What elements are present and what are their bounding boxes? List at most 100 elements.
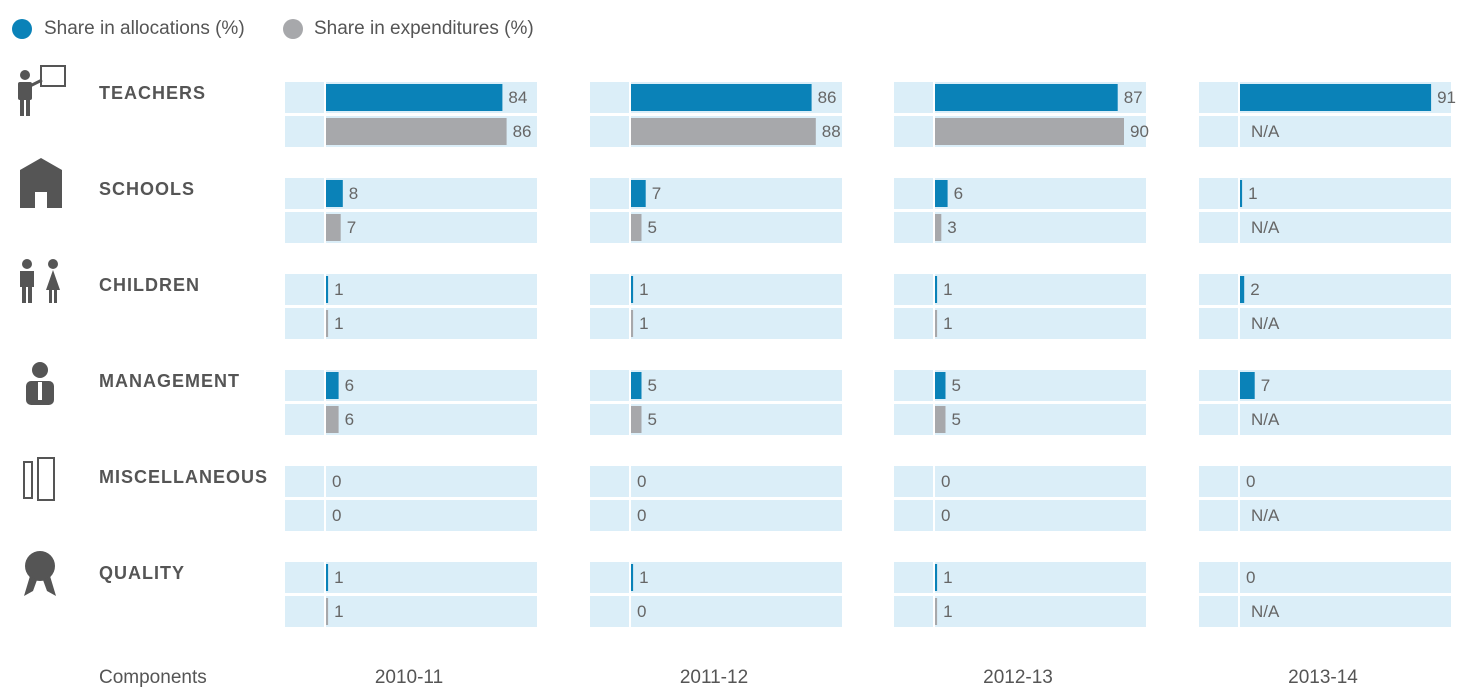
legend-swatch — [283, 19, 303, 39]
missing-label: N/A — [1251, 410, 1280, 429]
row-background — [590, 562, 842, 593]
category-label: QUALITY — [99, 563, 185, 583]
value-label: 0 — [637, 472, 646, 491]
missing-label: N/A — [1251, 122, 1280, 141]
icon-management — [26, 362, 54, 405]
row-background — [1199, 370, 1451, 401]
row-background — [894, 212, 1146, 243]
missing-label: N/A — [1251, 314, 1280, 333]
bar — [935, 372, 946, 399]
value-label: 0 — [332, 472, 341, 491]
row-background — [1199, 596, 1451, 627]
value-label: 0 — [637, 506, 646, 525]
value-label: 84 — [508, 88, 527, 107]
value-label: 88 — [822, 122, 841, 141]
row-background — [285, 274, 537, 305]
category-label: CHILDREN — [99, 275, 200, 295]
row-background — [590, 466, 842, 497]
legend-swatch — [12, 19, 32, 39]
value-label: 1 — [639, 568, 648, 587]
row-background — [285, 596, 537, 627]
row-background — [285, 404, 537, 435]
row-background — [590, 308, 842, 339]
row-background — [285, 466, 537, 497]
row-background — [894, 370, 1146, 401]
row-background — [894, 274, 1146, 305]
row-background — [1199, 308, 1451, 339]
category-label: TEACHERS — [99, 83, 206, 103]
bar — [631, 372, 642, 399]
bar — [631, 84, 812, 111]
row-background — [590, 274, 842, 305]
row-background — [1199, 562, 1451, 593]
value-label: 5 — [952, 376, 961, 395]
value-label: 0 — [941, 472, 950, 491]
value-label: 1 — [639, 314, 648, 333]
bar — [935, 180, 948, 207]
bar — [326, 118, 507, 145]
row-background — [285, 178, 537, 209]
value-label: 0 — [1246, 568, 1255, 587]
bar — [935, 310, 938, 337]
row-background — [894, 178, 1146, 209]
bar — [631, 214, 642, 241]
bar — [326, 84, 503, 111]
missing-label: N/A — [1251, 602, 1280, 621]
value-label: 1 — [334, 602, 343, 621]
value-label: 1 — [334, 280, 343, 299]
value-label: 0 — [1246, 472, 1255, 491]
row-background — [894, 404, 1146, 435]
value-label: 1 — [1248, 184, 1257, 203]
row-background — [285, 212, 537, 243]
category-label: MANAGEMENT — [99, 371, 240, 391]
value-label: 5 — [648, 376, 657, 395]
value-label: 91 — [1437, 88, 1456, 107]
value-label: 86 — [818, 88, 837, 107]
bar — [631, 180, 646, 207]
row-background — [1199, 500, 1451, 531]
row-background — [1199, 212, 1451, 243]
row-background — [285, 308, 537, 339]
bar — [935, 276, 938, 303]
icon-quality — [24, 551, 56, 596]
bar — [631, 310, 634, 337]
row-background — [894, 562, 1146, 593]
bar — [935, 118, 1124, 145]
row-background — [590, 212, 842, 243]
row-background — [590, 404, 842, 435]
value-label: 1 — [943, 568, 952, 587]
row-background — [894, 466, 1146, 497]
bar — [326, 564, 329, 591]
panel-title: 2010-11 — [375, 667, 443, 688]
value-label: 86 — [513, 122, 532, 141]
row-background — [590, 178, 842, 209]
value-label: 90 — [1130, 122, 1149, 141]
value-label: 0 — [637, 602, 646, 621]
value-label: 6 — [345, 410, 354, 429]
row-background — [1199, 178, 1451, 209]
bar — [326, 372, 339, 399]
value-label: 0 — [332, 506, 341, 525]
bar — [935, 406, 946, 433]
bar — [326, 214, 341, 241]
value-label: 1 — [943, 280, 952, 299]
category-label: SCHOOLS — [99, 179, 195, 199]
bar — [326, 310, 329, 337]
row-background — [1199, 404, 1451, 435]
value-label: 1 — [943, 314, 952, 333]
icon-teacher — [18, 65, 66, 116]
value-label: 87 — [1124, 88, 1143, 107]
value-label: 8 — [349, 184, 358, 203]
row-background — [1199, 274, 1451, 305]
panel-title: 2012-13 — [983, 667, 1053, 688]
row-background — [1199, 466, 1451, 497]
row-background — [894, 500, 1146, 531]
icon-school — [20, 158, 62, 208]
bar — [631, 406, 642, 433]
row-background — [285, 500, 537, 531]
bar — [326, 598, 329, 625]
value-label: 0 — [941, 506, 950, 525]
value-label: 7 — [347, 218, 356, 237]
value-label: 5 — [648, 410, 657, 429]
